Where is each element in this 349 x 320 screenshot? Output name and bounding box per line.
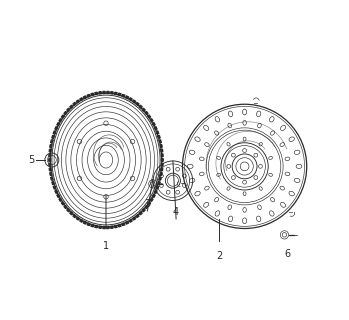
Polygon shape [161, 149, 163, 152]
Polygon shape [59, 198, 62, 201]
Polygon shape [114, 225, 117, 228]
Polygon shape [129, 219, 132, 222]
Polygon shape [107, 227, 109, 228]
Polygon shape [162, 159, 163, 161]
Polygon shape [161, 168, 163, 171]
Polygon shape [161, 164, 163, 166]
Polygon shape [55, 127, 58, 130]
Polygon shape [159, 140, 161, 143]
Polygon shape [55, 190, 58, 193]
Polygon shape [91, 224, 94, 227]
Polygon shape [99, 92, 101, 94]
Polygon shape [80, 98, 83, 101]
Polygon shape [156, 131, 159, 134]
Polygon shape [160, 144, 162, 148]
Polygon shape [150, 119, 153, 122]
Polygon shape [111, 226, 113, 228]
Polygon shape [70, 212, 73, 215]
Polygon shape [59, 119, 62, 122]
Polygon shape [139, 105, 142, 108]
Polygon shape [122, 223, 125, 226]
Polygon shape [158, 181, 160, 185]
Polygon shape [49, 154, 51, 156]
Polygon shape [87, 223, 90, 226]
Polygon shape [95, 92, 97, 95]
Polygon shape [80, 219, 83, 222]
Polygon shape [49, 159, 51, 161]
Text: 6: 6 [284, 249, 291, 259]
Polygon shape [83, 96, 86, 99]
Polygon shape [52, 181, 54, 185]
Polygon shape [126, 221, 128, 224]
Polygon shape [52, 135, 54, 139]
Polygon shape [53, 131, 56, 134]
Polygon shape [107, 92, 109, 93]
Text: 3: 3 [144, 199, 150, 209]
Polygon shape [76, 100, 79, 103]
Polygon shape [158, 135, 160, 139]
Polygon shape [155, 127, 157, 130]
Polygon shape [118, 93, 121, 96]
Polygon shape [136, 102, 139, 106]
Polygon shape [53, 186, 56, 189]
Polygon shape [50, 144, 52, 148]
Polygon shape [145, 205, 148, 209]
Polygon shape [67, 209, 70, 212]
Polygon shape [70, 105, 73, 108]
Polygon shape [99, 226, 101, 228]
Text: 4: 4 [173, 207, 179, 217]
Polygon shape [111, 92, 113, 94]
Polygon shape [133, 217, 135, 220]
Polygon shape [160, 172, 162, 176]
Polygon shape [103, 227, 105, 228]
Polygon shape [49, 168, 51, 171]
Polygon shape [159, 177, 161, 180]
Polygon shape [87, 94, 90, 97]
Polygon shape [67, 108, 70, 111]
Polygon shape [51, 140, 53, 143]
Polygon shape [61, 115, 64, 118]
Polygon shape [139, 212, 142, 215]
Polygon shape [129, 98, 132, 101]
Polygon shape [57, 194, 60, 197]
Polygon shape [150, 198, 153, 201]
Polygon shape [118, 224, 121, 227]
Text: 5: 5 [28, 155, 34, 165]
Polygon shape [64, 205, 67, 209]
Polygon shape [57, 123, 60, 126]
Polygon shape [95, 225, 97, 228]
Polygon shape [161, 154, 163, 156]
Polygon shape [155, 190, 157, 193]
Polygon shape [133, 100, 135, 103]
Polygon shape [122, 94, 125, 97]
Polygon shape [73, 102, 76, 106]
Polygon shape [153, 194, 155, 197]
Text: 1: 1 [103, 241, 109, 251]
Polygon shape [64, 111, 67, 115]
Polygon shape [142, 108, 145, 111]
Polygon shape [142, 209, 145, 212]
Polygon shape [50, 172, 52, 176]
Polygon shape [51, 177, 53, 180]
Text: 2: 2 [216, 251, 222, 261]
Polygon shape [103, 92, 105, 93]
Polygon shape [49, 164, 51, 166]
Polygon shape [61, 202, 64, 205]
Polygon shape [156, 186, 159, 189]
Polygon shape [83, 221, 86, 224]
Polygon shape [126, 96, 128, 99]
Polygon shape [136, 214, 139, 218]
Polygon shape [145, 111, 148, 115]
Polygon shape [91, 93, 94, 96]
Polygon shape [148, 115, 150, 118]
Polygon shape [73, 214, 76, 218]
Polygon shape [153, 123, 155, 126]
Polygon shape [148, 202, 150, 205]
Polygon shape [114, 92, 117, 95]
Polygon shape [76, 217, 79, 220]
Polygon shape [49, 149, 51, 152]
